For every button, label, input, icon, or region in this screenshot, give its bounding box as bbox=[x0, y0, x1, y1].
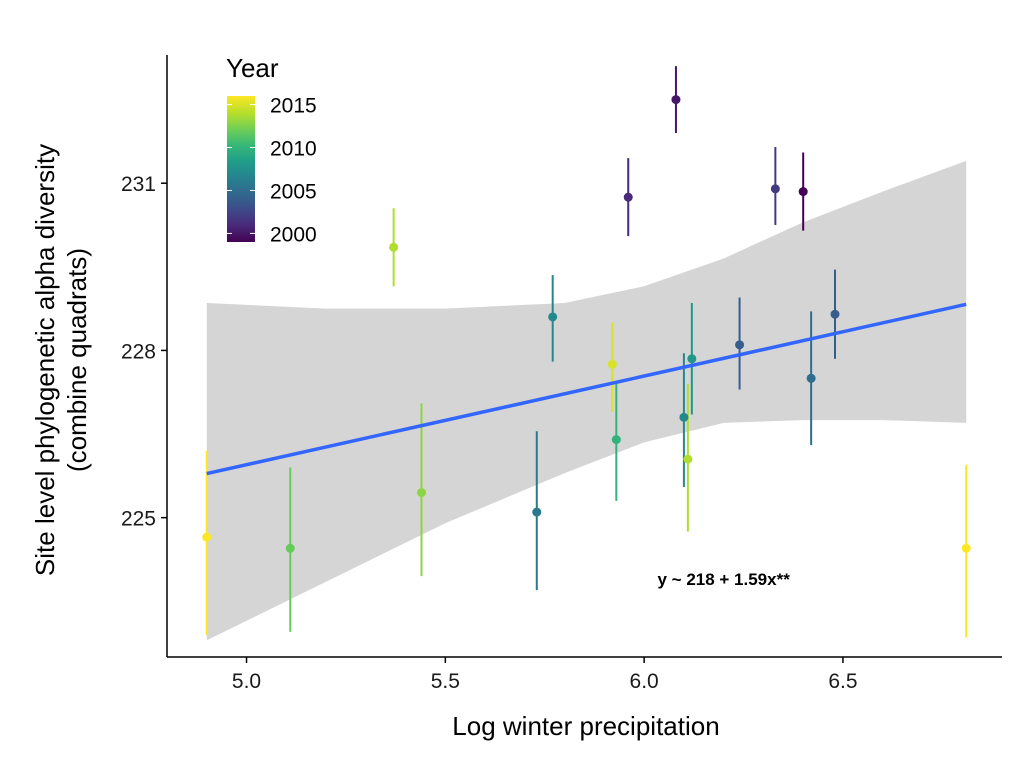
y-axis-ticks: 225 228 231 bbox=[121, 173, 167, 531]
data-point bbox=[607, 359, 617, 369]
y-tick-label: 231 bbox=[121, 173, 156, 196]
y-axis-title-line-1: Site level phylogenetic alpha diversity bbox=[30, 144, 60, 576]
y-axis-title: Site level phylogenetic alpha diversity … bbox=[30, 144, 92, 576]
legend-title: Year bbox=[226, 53, 279, 83]
plot-area bbox=[202, 66, 971, 641]
legend-tick-label: 2015 bbox=[270, 95, 317, 118]
data-point bbox=[683, 454, 693, 464]
data-point bbox=[687, 354, 697, 364]
data-point bbox=[679, 412, 689, 422]
data-point bbox=[532, 507, 542, 517]
data-point bbox=[416, 488, 426, 498]
y-axis-title-line-2: (combine quadrats) bbox=[62, 248, 92, 472]
legend-tick-label: 2005 bbox=[270, 180, 317, 203]
legend-tick-label: 2010 bbox=[270, 138, 317, 161]
data-point bbox=[548, 312, 558, 322]
axes: 5.0 5.5 6.0 6.5 225 228 231 bbox=[121, 55, 1002, 693]
regression-line bbox=[206, 302, 967, 476]
x-tick-label: 5.0 bbox=[232, 670, 261, 693]
x-tick-label: 5.5 bbox=[431, 670, 460, 693]
x-axis-ticks: 5.0 5.5 6.0 6.5 bbox=[232, 657, 858, 693]
y-tick-label: 228 bbox=[121, 340, 156, 363]
data-point bbox=[202, 532, 212, 542]
data-point bbox=[830, 309, 840, 319]
confidence-band bbox=[206, 160, 967, 641]
data-point bbox=[798, 187, 808, 197]
y-tick-label: 225 bbox=[121, 508, 156, 531]
regression-annotation: y ~ 218 + 1.59x** bbox=[657, 570, 790, 589]
data-point bbox=[806, 373, 816, 383]
data-point bbox=[285, 543, 295, 553]
data-points bbox=[202, 95, 971, 553]
data-point bbox=[770, 184, 780, 194]
data-point bbox=[961, 543, 971, 553]
data-point bbox=[389, 242, 399, 252]
data-point bbox=[735, 340, 745, 350]
data-point bbox=[671, 95, 681, 105]
data-point bbox=[611, 435, 621, 445]
x-tick-label: 6.0 bbox=[630, 670, 659, 693]
x-axis-title: Log winter precipitation bbox=[452, 711, 719, 741]
legend-ticks: 2000 2005 2010 2015 bbox=[227, 95, 317, 246]
legend: Year 2000 2005 2010 2015 bbox=[226, 53, 317, 246]
legend-tick-label: 2000 bbox=[270, 223, 317, 246]
legend-colorbar bbox=[227, 96, 255, 242]
data-point bbox=[623, 192, 633, 202]
x-tick-label: 6.5 bbox=[828, 670, 857, 693]
